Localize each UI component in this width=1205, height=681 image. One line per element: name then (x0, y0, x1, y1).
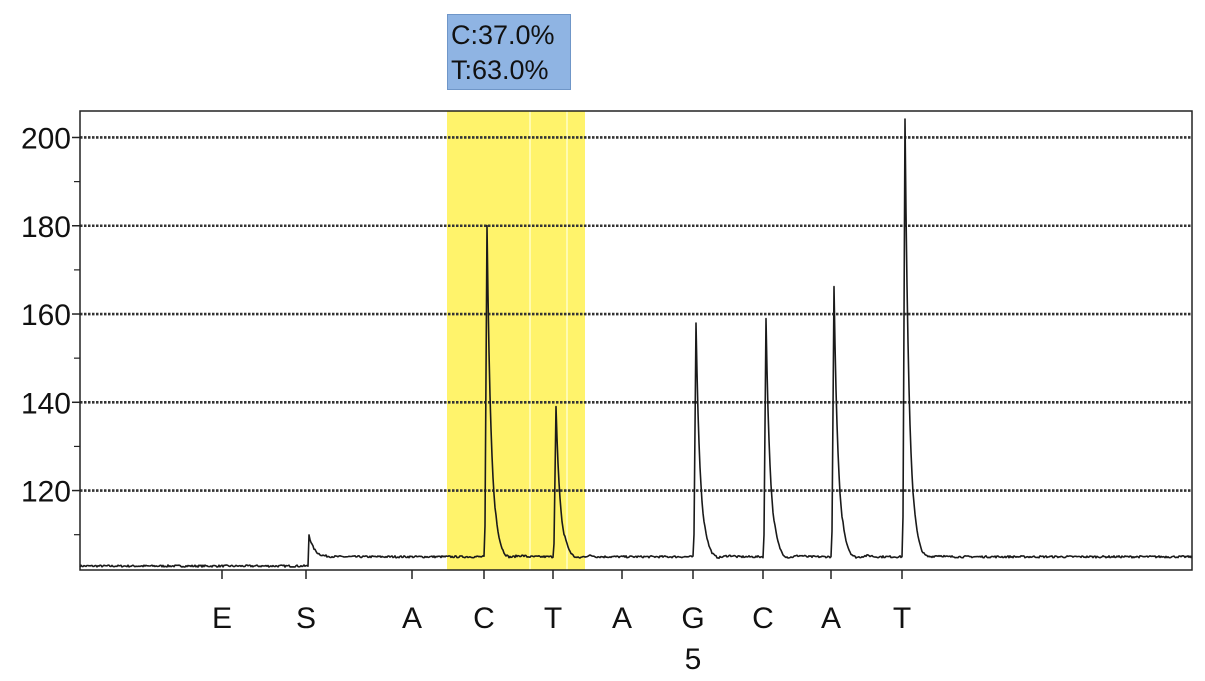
x-tick-label: A (821, 602, 841, 635)
x-tick-label: T (893, 602, 911, 635)
y-axis-ticks: 200 180 160 140 120 (21, 122, 80, 509)
highlight-band (447, 111, 585, 570)
x-tick-label: C (752, 602, 774, 635)
y-tick-label: 200 (21, 122, 71, 155)
dispensation-index-label: 5 (685, 643, 702, 676)
y-tick-label: 140 (21, 387, 71, 420)
x-tick-label: A (402, 602, 422, 635)
allele-t-percentage: T:63.0% (451, 55, 549, 85)
signal-trace (79, 118, 1193, 568)
gridlines (80, 136, 1192, 492)
y-tick-label: 160 (21, 299, 71, 332)
plot-frame (79, 110, 1193, 571)
x-tick-label: T (544, 602, 562, 635)
x-axis-ticks: E S A C T A G 5 C A T (212, 570, 911, 676)
y-tick-label: 180 (21, 211, 71, 244)
allele-percentage-box: C:37.0% T:63.0% (447, 14, 571, 90)
x-tick-label: S (296, 602, 316, 635)
x-tick-label: A (612, 602, 632, 635)
x-tick-label: G (681, 602, 704, 635)
x-tick-label: E (212, 602, 232, 635)
allele-c-percentage: C:37.0% (451, 20, 555, 50)
y-tick-label: 120 (21, 476, 71, 509)
x-tick-label: C (473, 602, 495, 635)
y-minor-ticks (74, 181, 80, 536)
